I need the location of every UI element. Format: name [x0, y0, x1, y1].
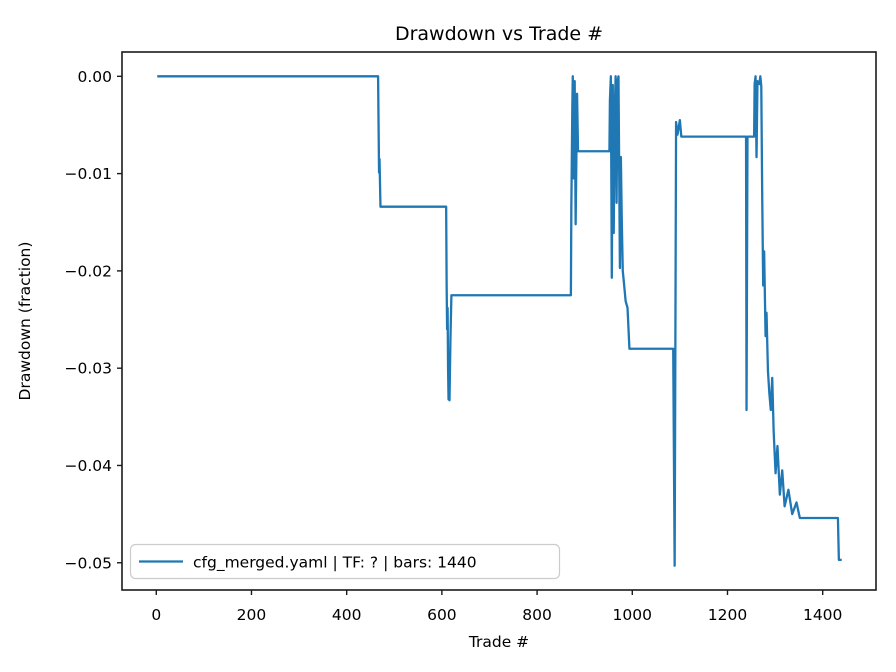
y-tick-label: 0.00 — [77, 68, 112, 86]
y-tick-label: −0.05 — [65, 554, 113, 572]
legend-label: cfg_merged.yaml | TF: ? | bars: 1440 — [193, 554, 477, 573]
y-tick-label: −0.04 — [65, 457, 113, 475]
legend-box — [129, 543, 561, 580]
plot-border — [121, 51, 877, 591]
y-tick-label: −0.01 — [65, 165, 113, 183]
chart-title: Drawdown vs Trade # — [395, 23, 603, 45]
x-tick-label: 1000 — [613, 606, 652, 624]
x-axis-label: Trade # — [468, 633, 529, 651]
x-tick-label: 0 — [151, 606, 161, 624]
y-axis-ticks: 0.00 −0.01 −0.02 −0.03 −0.04 −0.05 — [65, 68, 122, 572]
drawdown-line — [157, 75, 842, 567]
x-axis-ticks: 0 200 400 600 800 1000 1200 1400 — [151, 590, 842, 624]
x-tick-label: 800 — [522, 606, 552, 624]
legend: cfg_merged.yaml | TF: ? | bars: 1440 — [129, 543, 561, 580]
x-tick-label: 400 — [332, 606, 362, 624]
x-tick-label: 200 — [237, 606, 267, 624]
x-tick-label: 600 — [427, 606, 457, 624]
x-tick-label: 1200 — [708, 606, 747, 624]
x-tick-label: 1400 — [803, 606, 842, 624]
y-axis-label: Drawdown (fraction) — [16, 242, 34, 401]
y-tick-label: −0.02 — [65, 262, 113, 280]
y-tick-label: −0.03 — [65, 360, 113, 378]
